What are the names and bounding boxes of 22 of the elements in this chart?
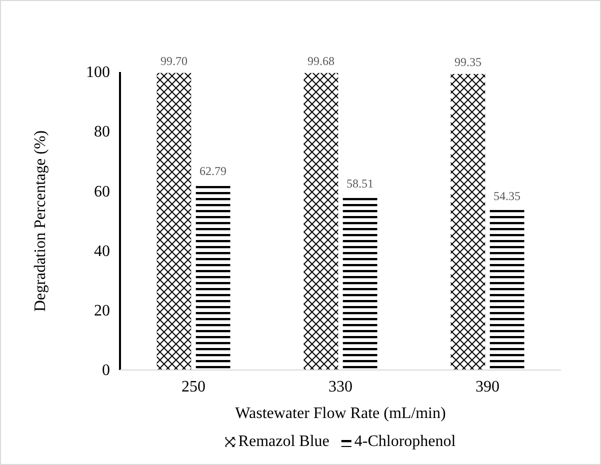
y-tick-label: 80 [94, 124, 110, 141]
data-label: 54.35 [494, 189, 521, 204]
bar [450, 74, 486, 370]
y-tick-label: 100 [86, 64, 110, 82]
y-tick-label: 40 [94, 242, 110, 260]
x-tick-label: 330 [328, 378, 352, 396]
bar [304, 72, 338, 370]
data-label: 58.51 [346, 176, 374, 191]
legend-label: Remazol Blue [238, 433, 330, 450]
y-axis-title: Degradation Percentage (%) [32, 130, 49, 312]
data-label: 62.79 [200, 164, 227, 178]
bar [156, 72, 192, 370]
data-label: 99.68 [307, 54, 334, 68]
x-axis-title: Wastewater Flow Rate (mL/min) [235, 405, 446, 422]
data-label: 99.70 [160, 54, 188, 68]
legend-label: 4-Chlorophenol [354, 433, 456, 450]
x-tick-label: 250 [182, 378, 206, 396]
data-label: 99.35 [454, 54, 482, 69]
y-tick-label: 20 [94, 302, 110, 320]
y-tick-label: 0 [102, 362, 110, 380]
x-tick-label: 390 [476, 378, 500, 396]
y-tick-label: 60 [94, 183, 110, 200]
